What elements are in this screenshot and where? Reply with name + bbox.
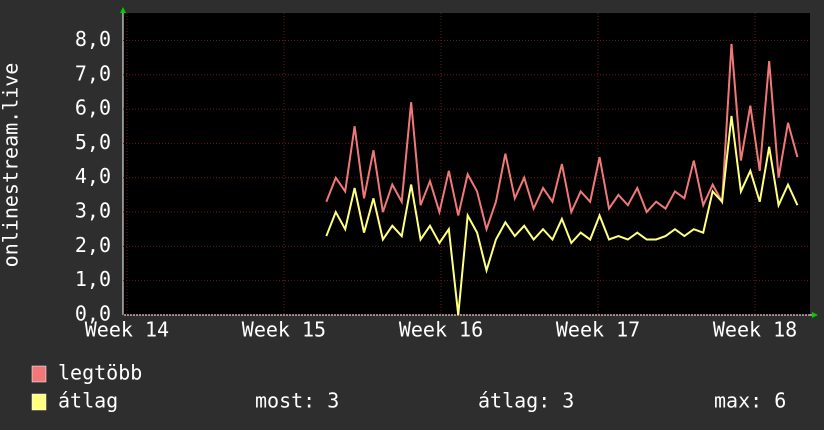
legend-label: legtöbb [58, 361, 142, 385]
x-tick-label: Week 17 [556, 318, 640, 342]
legend-swatch [31, 365, 47, 383]
y-tick-label: 8,0 [75, 27, 111, 51]
stat-avg: átlag: 3 [478, 389, 574, 413]
x-tick-label: Week 16 [399, 318, 483, 342]
y-tick-label: 5,0 [75, 130, 111, 154]
plot-area [123, 13, 810, 315]
legend-label: átlag [58, 389, 118, 413]
y-tick-label: 1,0 [75, 267, 111, 291]
x-tick-label: Week 15 [242, 318, 326, 342]
y-tick-label: 0,0 [75, 302, 111, 326]
legend-swatch [31, 393, 47, 411]
x-arrow [812, 312, 818, 318]
y-tick-label: 6,0 [75, 96, 111, 120]
x-tick-label: Week 14 [85, 318, 169, 342]
series-line [325, 115, 799, 316]
series-line [325, 43, 799, 233]
y-axis-label: onlinestream.live [0, 63, 23, 268]
x-tick-label: Week 18 [713, 318, 797, 342]
y-tick-label: 2,0 [75, 233, 111, 257]
y-tick-label: 7,0 [75, 61, 111, 85]
stat-now: most: 3 [255, 389, 339, 413]
stat-max: max: 6 [714, 389, 786, 413]
y-tick-label: 3,0 [75, 199, 111, 223]
y-tick-label: 4,0 [75, 164, 111, 188]
y-arrow [120, 7, 126, 13]
